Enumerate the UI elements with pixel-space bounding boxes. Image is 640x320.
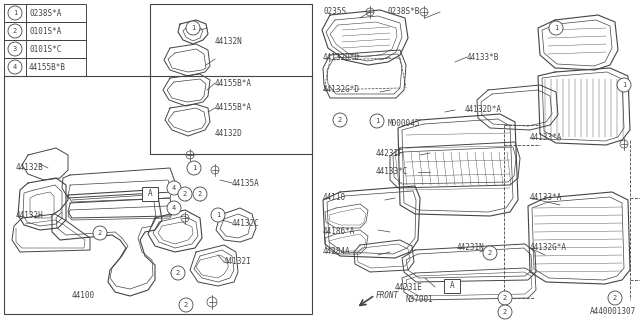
Text: 44231E: 44231E: [395, 283, 423, 292]
Text: 44132N: 44132N: [215, 37, 243, 46]
Text: 44155B*A: 44155B*A: [215, 78, 252, 87]
Circle shape: [211, 208, 225, 222]
Text: 2: 2: [488, 250, 492, 256]
Text: 44132D*A: 44132D*A: [465, 106, 502, 115]
Text: 2: 2: [503, 295, 507, 301]
Text: 44135A: 44135A: [232, 179, 260, 188]
Text: 44231F: 44231F: [376, 148, 404, 157]
Text: 0238S*A: 0238S*A: [29, 9, 61, 18]
Text: 2: 2: [198, 191, 202, 197]
Text: 2: 2: [183, 191, 187, 197]
Text: 44133*B: 44133*B: [467, 52, 499, 61]
Bar: [4, 22, 86, 40]
Text: 2: 2: [338, 117, 342, 123]
Circle shape: [333, 113, 347, 127]
Text: 2: 2: [13, 28, 17, 34]
Text: 4: 4: [172, 185, 176, 191]
Text: A: A: [450, 282, 454, 291]
Text: 44284A: 44284A: [323, 247, 351, 257]
Text: 44155B*A: 44155B*A: [215, 103, 252, 113]
Text: 44132D*D: 44132D*D: [323, 52, 360, 61]
Bar: [4, 4, 86, 22]
Text: A: A: [148, 189, 152, 198]
Text: 0238S*B: 0238S*B: [388, 7, 420, 17]
Circle shape: [93, 226, 107, 240]
Text: 44132G*D: 44132G*D: [323, 85, 360, 94]
Text: A440001307: A440001307: [589, 307, 636, 316]
Text: 1: 1: [375, 118, 379, 124]
Circle shape: [167, 181, 181, 195]
Text: FRONT: FRONT: [376, 292, 399, 300]
Text: 44110: 44110: [323, 194, 346, 203]
Bar: [4, 58, 86, 76]
Text: 44132C: 44132C: [232, 219, 260, 228]
Text: 0235S: 0235S: [323, 7, 346, 17]
Circle shape: [498, 305, 512, 319]
Text: 2: 2: [503, 309, 507, 315]
Text: 44132B: 44132B: [16, 164, 44, 172]
Text: 44133*A: 44133*A: [530, 194, 563, 203]
Circle shape: [608, 291, 622, 305]
Text: 2: 2: [184, 302, 188, 308]
Text: 44186*A: 44186*A: [323, 228, 355, 236]
Circle shape: [549, 21, 563, 35]
Bar: [4, 40, 86, 58]
Text: 4: 4: [13, 64, 17, 70]
Text: 1: 1: [192, 165, 196, 171]
Text: 1: 1: [216, 212, 220, 218]
Circle shape: [193, 187, 207, 201]
Circle shape: [178, 187, 192, 201]
Text: 1: 1: [622, 82, 626, 88]
Text: 3: 3: [13, 46, 17, 52]
Text: 0101S*C: 0101S*C: [29, 44, 61, 53]
Circle shape: [498, 291, 512, 305]
Text: N37001: N37001: [405, 295, 433, 305]
Text: 0101S*A: 0101S*A: [29, 27, 61, 36]
Text: 44231N: 44231N: [457, 244, 484, 252]
Text: 44155B*B: 44155B*B: [29, 62, 66, 71]
Bar: [150, 4, 312, 154]
Circle shape: [179, 298, 193, 312]
Circle shape: [186, 21, 200, 35]
Text: 2: 2: [98, 230, 102, 236]
Text: 44132D: 44132D: [215, 129, 243, 138]
Text: 2: 2: [176, 270, 180, 276]
Bar: [142, 187, 158, 201]
Text: 2: 2: [613, 295, 617, 301]
Text: 44133*C: 44133*C: [376, 167, 408, 177]
Text: M000045: M000045: [388, 118, 420, 127]
Text: 44132I: 44132I: [224, 258, 252, 267]
Bar: [4, 76, 312, 314]
Text: 1: 1: [13, 10, 17, 16]
Circle shape: [483, 246, 497, 260]
Circle shape: [617, 78, 631, 92]
Text: 44133*A: 44133*A: [530, 133, 563, 142]
Text: 1: 1: [191, 25, 195, 31]
Circle shape: [370, 114, 384, 128]
Circle shape: [171, 266, 185, 280]
Text: 44100: 44100: [72, 291, 95, 300]
Text: 4: 4: [172, 205, 176, 211]
Circle shape: [167, 201, 181, 215]
Text: 1: 1: [554, 25, 558, 31]
Bar: [444, 279, 460, 293]
Text: 44132G*A: 44132G*A: [530, 244, 567, 252]
Text: 44132H: 44132H: [16, 211, 44, 220]
Circle shape: [187, 161, 201, 175]
